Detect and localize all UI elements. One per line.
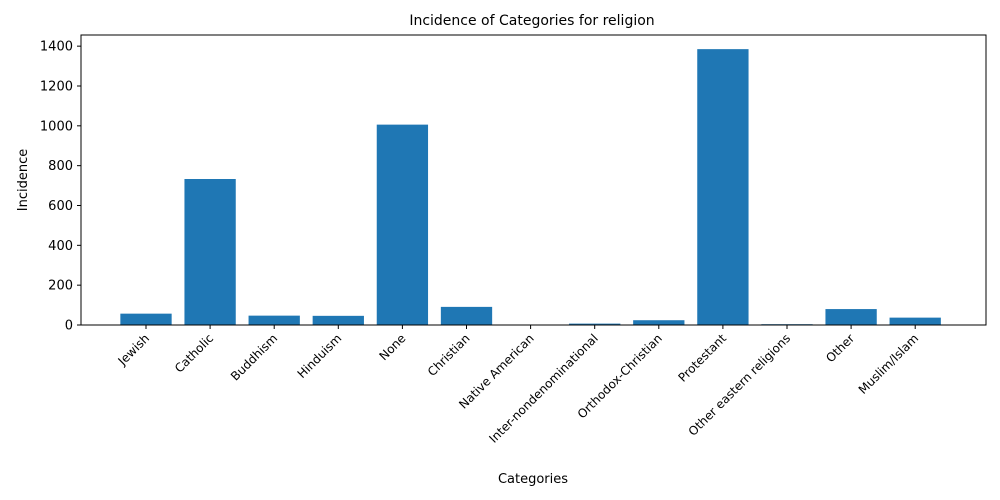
bar-jewish: [120, 313, 172, 325]
y-tick-label: 1000: [40, 119, 73, 134]
bar-christian: [440, 306, 493, 326]
bar-none: [376, 124, 429, 325]
y-tick-label: 1200: [40, 79, 73, 94]
y-tick-label: 0: [65, 319, 73, 334]
bar-other: [825, 309, 877, 325]
bar-inter-nondenominational: [569, 323, 621, 325]
y-axis-ticks: 0 200 400 600 800 1000 1200 1400: [40, 40, 81, 334]
chart-title: Incidence of Categories for religion: [409, 13, 654, 29]
bar-muslim-islam: [889, 317, 941, 325]
plot-frame: [80, 34, 987, 326]
y-tick-label: 400: [48, 239, 73, 254]
x-axis-label: Categories: [498, 472, 568, 487]
bar-catholic: [184, 179, 236, 325]
y-tick-label: 800: [48, 159, 73, 174]
y-tick-label: 200: [48, 279, 73, 294]
bar-protestant: [697, 49, 749, 325]
bar-hinduism: [312, 315, 364, 325]
bar-orthodox-christian: [633, 320, 685, 325]
bar-buddhism: [248, 315, 300, 325]
y-tick-label: 600: [48, 199, 73, 214]
y-axis-label: Incidence: [16, 149, 31, 211]
y-tick-label: 1400: [40, 40, 73, 55]
bars-group: [120, 49, 941, 326]
